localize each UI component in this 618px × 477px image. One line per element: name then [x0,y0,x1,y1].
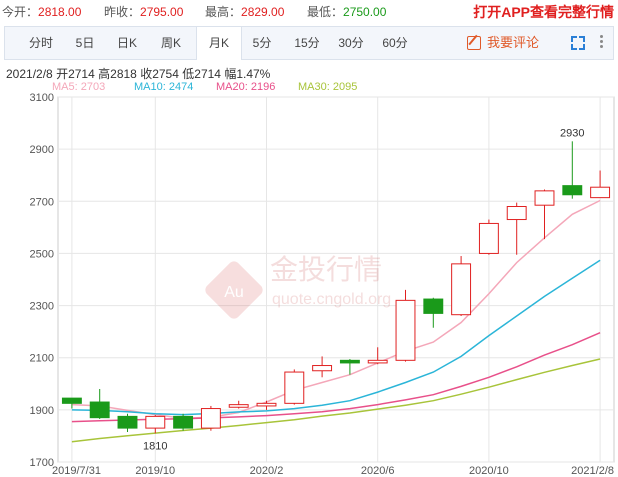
prev-close-quote: 昨收：2795.00 [104,3,183,20]
info-open: 2714 [68,67,95,81]
ma-lines [71,199,601,443]
candle-body [590,186,611,199]
x-axis: 2019/7/31 2019/10 2020/2 2020/6 2020/10 2021/… [52,465,614,477]
x-tick-label: 2019/7/31 [52,465,101,477]
y-tick-label: 2700 [30,196,54,208]
prev-close-label: 昨收： [104,5,141,19]
tab-monthly-k[interactable]: 月K [196,27,242,60]
more-options-icon[interactable] [597,33,605,53]
info-change: 1.47% [236,67,271,81]
y-tick-label: 2900 [30,144,54,156]
candle-body [395,299,416,361]
open-label: 今开： [2,5,39,19]
annotations: 2930 1810 [143,127,584,452]
candle-body [478,222,499,254]
x-tick-label: 2020/2 [250,465,284,477]
info-close-label: 收 [140,67,153,81]
candle-body [228,404,249,408]
candles [61,141,611,434]
low-value: 2750.00 [343,5,387,19]
comment-label: 我要评论 [487,35,540,50]
ma30-legend: MA30: 2095 [298,81,358,93]
low-label: 最低： [307,5,344,19]
candle-body [562,185,583,196]
tab-15min[interactable]: 15分 [294,36,320,50]
open-quote: 今开：2818.00 [2,3,81,20]
edit-icon [467,36,481,50]
candle-body [256,402,277,407]
candle-body [451,263,472,316]
info-high-label: 高 [98,67,111,81]
ma10-legend: MA10: 2474 [134,81,194,93]
info-high: 2818 [110,67,137,81]
quote-bar: 今开：2818.00 昨收：2795.00 最高：2829.00 最低：2750… [0,0,618,22]
value-annotation: 2930 [560,127,584,139]
candle-body [89,401,110,419]
candle-body [284,371,305,404]
y-tick-label: 1700 [30,457,54,469]
candle-body [61,397,82,404]
watermark-badge-text: Au [224,284,244,301]
ma5-line [71,199,601,419]
watermark-text: 金投行情 [270,253,382,286]
x-tick-label: 2020/6 [361,465,395,477]
y-tick-label: 2100 [30,353,54,365]
info-close: 2754 [152,67,179,81]
candle-body [200,408,221,429]
y-tick-label: 2500 [30,248,54,260]
y-axis: 1700 1900 2100 2300 2500 2700 2900 3100 [30,92,54,469]
fullscreen-icon[interactable] [571,36,585,50]
watermark: Au 金投行情 quote.cngold.org [205,253,391,319]
low-quote: 最低：2750.00 [307,3,386,20]
tab-daily-k[interactable]: 日K [116,36,137,50]
ma20-line [71,332,601,423]
watermark-url: quote.cngold.org [272,291,391,308]
info-open-label: 开 [56,67,69,81]
candle-body [423,298,444,314]
candle-body [145,415,166,429]
tab-intraday[interactable]: 分时 [28,36,53,50]
tab-5day[interactable]: 5日 [75,36,95,50]
tab-30min[interactable]: 30分 [338,36,364,50]
ma10-line [71,259,601,416]
ma5-legend: MA5: 2703 [52,81,106,93]
candle-body [534,190,555,206]
tab-60min[interactable]: 60分 [382,36,408,50]
high-value: 2829.00 [241,5,285,19]
y-tick-label: 1900 [30,405,54,417]
value-annotation: 1810 [143,440,167,452]
open-app-link[interactable]: 打开APP查看完整行情 [473,4,614,20]
candle-body [173,415,194,429]
info-date: 2021/2/8 [6,67,53,81]
y-tick-label: 2300 [30,301,54,313]
ma20-legend: MA20: 2196 [216,81,276,93]
candle-body [312,365,333,372]
high-quote: 最高：2829.00 [205,3,284,20]
open-value: 2818.00 [38,5,82,19]
tab-5min[interactable]: 5分 [252,36,272,50]
tab-weekly-k[interactable]: 周K [160,36,181,50]
candle-body [367,359,388,364]
x-tick-label: 2019/10 [135,465,175,477]
comment-button[interactable]: 我要评论 [467,27,539,59]
candle-body [339,359,360,364]
candle-body [506,206,527,221]
y-tick-label: 3100 [30,92,54,104]
info-low: 2714 [194,67,221,81]
candle-info: 2021/2/8 开2714 高2818 收2754 低2714 幅1.47% [6,65,270,82]
period-tabbar: 分时 5日 日K 周K 月K 5分 15分 30分 60分 我要评论 [4,26,614,60]
watermark-badge [205,261,263,319]
x-tick-label: 2020/10 [469,465,509,477]
high-label: 最高： [205,5,242,19]
candle-body [117,415,138,429]
ma30-line [71,358,601,443]
info-low-label: 低 [182,67,195,81]
prev-close-value: 2795.00 [140,5,184,19]
x-tick-label: 2021/2/8 [571,465,614,477]
info-change-label: 幅 [224,67,237,81]
